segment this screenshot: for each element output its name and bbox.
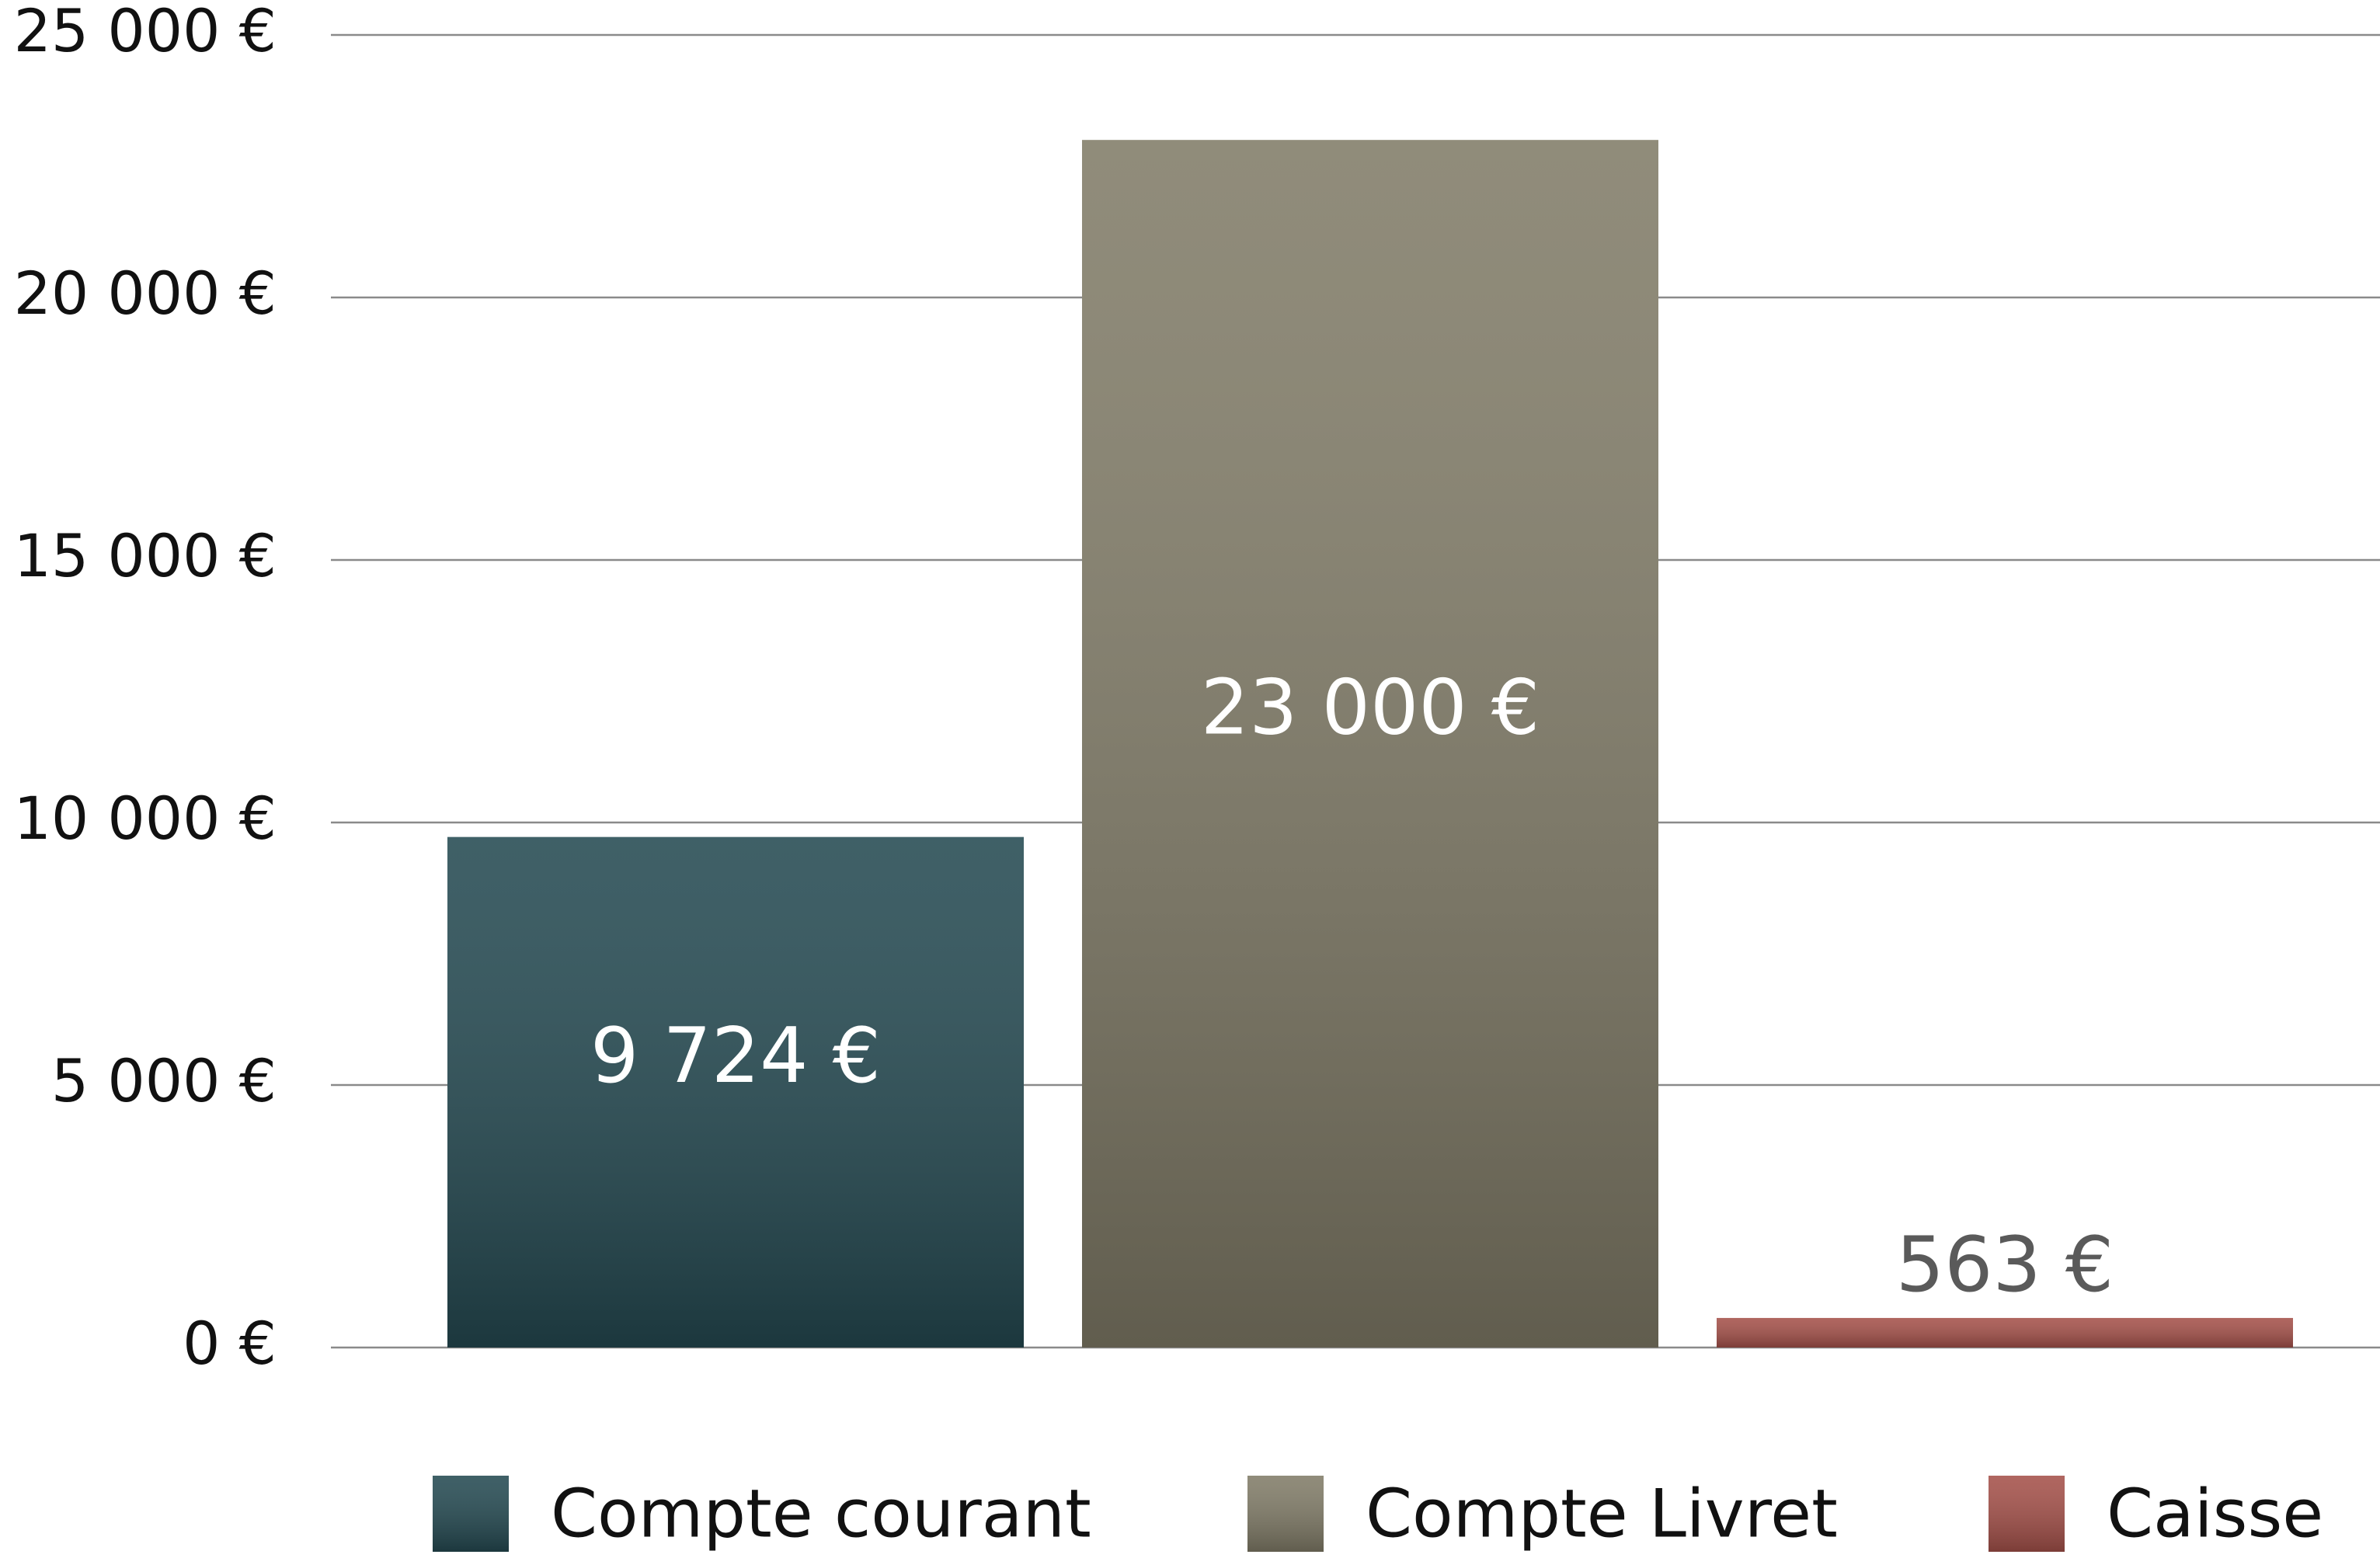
bar-shade (447, 836, 1024, 1348)
data-label: 563 € (1896, 1221, 2114, 1309)
legend-label: Caisse (2107, 1475, 2323, 1553)
bar-shade (1717, 1317, 2293, 1348)
legend-swatch-shade (1989, 1476, 2065, 1552)
legend-swatch-shade (433, 1476, 509, 1552)
y-tick-label: 0 € (183, 1309, 277, 1378)
data-label: 23 000 € (1201, 663, 1540, 752)
legend-label: Compte courant (551, 1475, 1091, 1553)
y-tick-label: 15 000 € (14, 521, 277, 590)
y-tick-label: 5 000 € (51, 1046, 277, 1115)
legend-label: Compte Livret (1366, 1475, 1838, 1553)
y-tick-label: 25 000 € (14, 0, 277, 65)
data-label: 9 724 € (590, 1012, 881, 1101)
y-tick-label: 10 000 € (14, 784, 277, 853)
legend-swatch-shade (1247, 1476, 1324, 1552)
y-tick-label: 20 000 € (14, 259, 277, 328)
bar-shade (1082, 140, 1658, 1348)
